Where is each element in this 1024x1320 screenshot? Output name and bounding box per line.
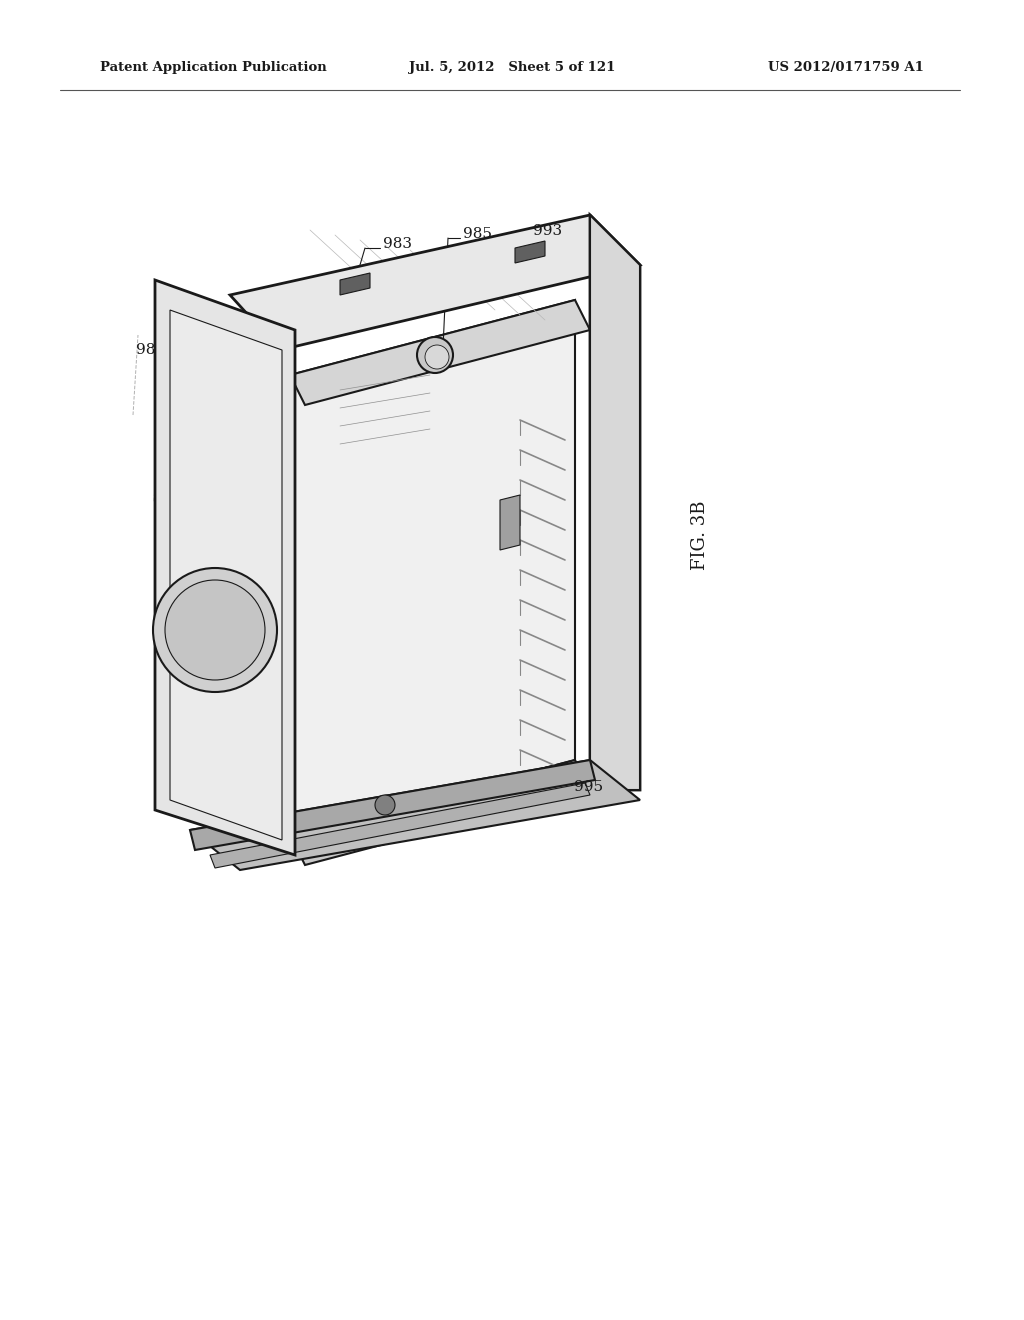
Text: US 2012/0171759 A1: US 2012/0171759 A1 [768,62,924,74]
Text: 995: 995 [574,780,603,795]
Polygon shape [155,280,295,855]
Circle shape [375,795,395,814]
Text: 993: 993 [534,224,562,238]
Text: 987: 987 [136,343,165,356]
Circle shape [417,337,453,374]
Circle shape [153,568,278,692]
Polygon shape [515,242,545,263]
Circle shape [165,579,265,680]
Text: FIG. 3B: FIG. 3B [691,500,709,570]
Text: Jul. 5, 2012   Sheet 5 of 121: Jul. 5, 2012 Sheet 5 of 121 [409,62,615,74]
Text: 985: 985 [463,227,492,242]
Polygon shape [290,300,575,836]
Polygon shape [190,760,640,870]
Polygon shape [290,760,590,865]
Polygon shape [230,215,640,350]
Polygon shape [290,300,590,405]
Polygon shape [190,760,595,850]
Polygon shape [590,215,640,789]
Text: 983: 983 [383,238,412,251]
Polygon shape [210,783,590,869]
Polygon shape [340,273,370,294]
Polygon shape [170,310,282,840]
Text: Patent Application Publication: Patent Application Publication [100,62,327,74]
Polygon shape [500,495,520,550]
Polygon shape [590,215,640,789]
Circle shape [425,345,449,370]
